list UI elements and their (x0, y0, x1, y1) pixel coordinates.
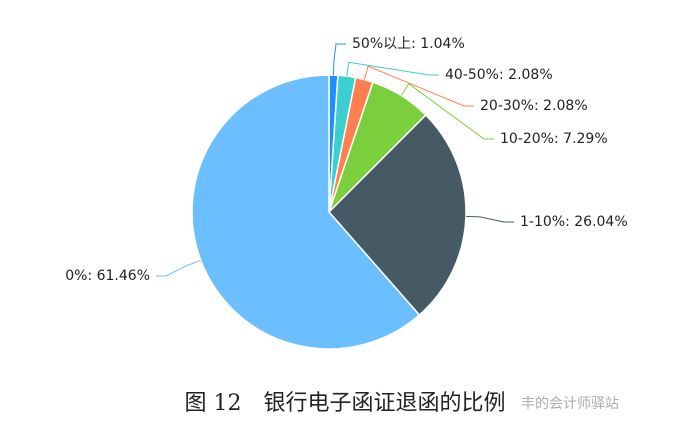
label-category: 40-50% (445, 67, 499, 83)
label-separator: : (554, 131, 563, 147)
leader-line (363, 65, 474, 107)
label-separator: : (87, 268, 96, 284)
label-separator: : (499, 67, 508, 83)
leader-line (156, 259, 201, 277)
caption: 图 12 银行电子函证退函的比例 (185, 391, 506, 416)
data-label: 20-30%: 2.08% (480, 98, 588, 114)
label-category: 10-20% (500, 131, 554, 147)
label-value: 7.29% (563, 131, 607, 147)
data-label: 0%: 61.46% (65, 268, 150, 284)
label-value: 61.46% (97, 268, 150, 284)
pie-slice (191, 74, 421, 350)
label-category: 20-30% (480, 98, 534, 114)
leader-line (400, 83, 494, 140)
data-label: 50%以上: 1.04% (352, 36, 465, 52)
data-label: 1-10%: 26.04% (520, 214, 628, 230)
leader-line (332, 43, 346, 76)
label-separator: : (534, 98, 543, 114)
data-label: 40-50%: 2.08% (445, 67, 553, 83)
label-separator: : (565, 214, 574, 230)
data-label: 10-20%: 7.29% (500, 131, 608, 147)
label-category: 0% (65, 268, 87, 284)
watermark: 丰的会计师驿站 (521, 396, 619, 412)
label-category: 1-10% (520, 214, 565, 230)
label-category: 50%以上 (352, 36, 411, 52)
leader-line (346, 61, 439, 77)
label-value: 2.08% (543, 98, 587, 114)
pie-slice (327, 114, 467, 317)
leader-line (465, 215, 514, 223)
label-value: 1.04% (420, 36, 464, 52)
label-value: 2.08% (508, 67, 552, 83)
label-value: 26.04% (574, 214, 627, 230)
label-separator: : (411, 36, 420, 52)
